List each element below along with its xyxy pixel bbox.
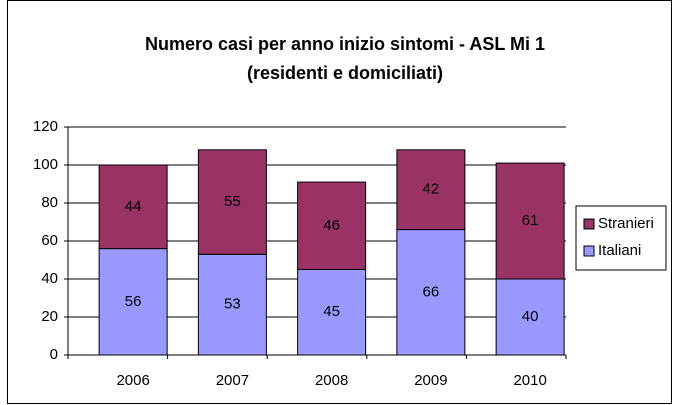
data-label: 55 [224, 193, 241, 210]
bar-segment [495, 162, 565, 280]
legend-swatch [583, 218, 595, 230]
x-tick-label: 2006 [116, 372, 149, 389]
bar-segment [495, 278, 565, 356]
x-tick-label: 2007 [216, 372, 249, 389]
bar-segment [98, 164, 168, 250]
bar-segment [297, 181, 367, 271]
data-label: 53 [224, 296, 241, 313]
x-tick-label: 2009 [414, 372, 447, 389]
data-label: 56 [125, 293, 142, 310]
data-label: 40 [522, 308, 539, 325]
y-tick-label: 60 [41, 232, 58, 249]
data-label: 46 [323, 217, 340, 234]
bar-segment [98, 248, 168, 356]
bar-segment [396, 149, 466, 231]
legend-label: Stranieri [598, 215, 654, 232]
data-label: 61 [522, 212, 539, 229]
bar-segment [197, 253, 267, 356]
bar-segment [197, 149, 267, 255]
chart-subtitle: (residenti e domiciliati) [247, 63, 443, 83]
y-tick-label: 40 [41, 270, 58, 287]
bar-segment [396, 229, 466, 356]
legend-label: Italiani [598, 242, 641, 259]
data-label: 42 [423, 181, 440, 198]
x-tick-label: 2008 [315, 372, 348, 389]
legend-box [575, 205, 667, 271]
chart-title: Numero casi per anno inizio sintomi - AS… [145, 34, 545, 54]
data-label: 45 [323, 303, 340, 320]
y-tick-label: 100 [33, 156, 58, 173]
y-tick-label: 0 [50, 346, 58, 363]
y-tick-label: 120 [33, 118, 58, 135]
data-label: 66 [423, 283, 440, 300]
data-label: 44 [125, 198, 142, 215]
y-tick-label: 80 [41, 194, 58, 211]
x-tick-label: 2010 [513, 372, 546, 389]
legend-swatch [583, 245, 595, 257]
y-tick-label: 20 [41, 308, 58, 325]
